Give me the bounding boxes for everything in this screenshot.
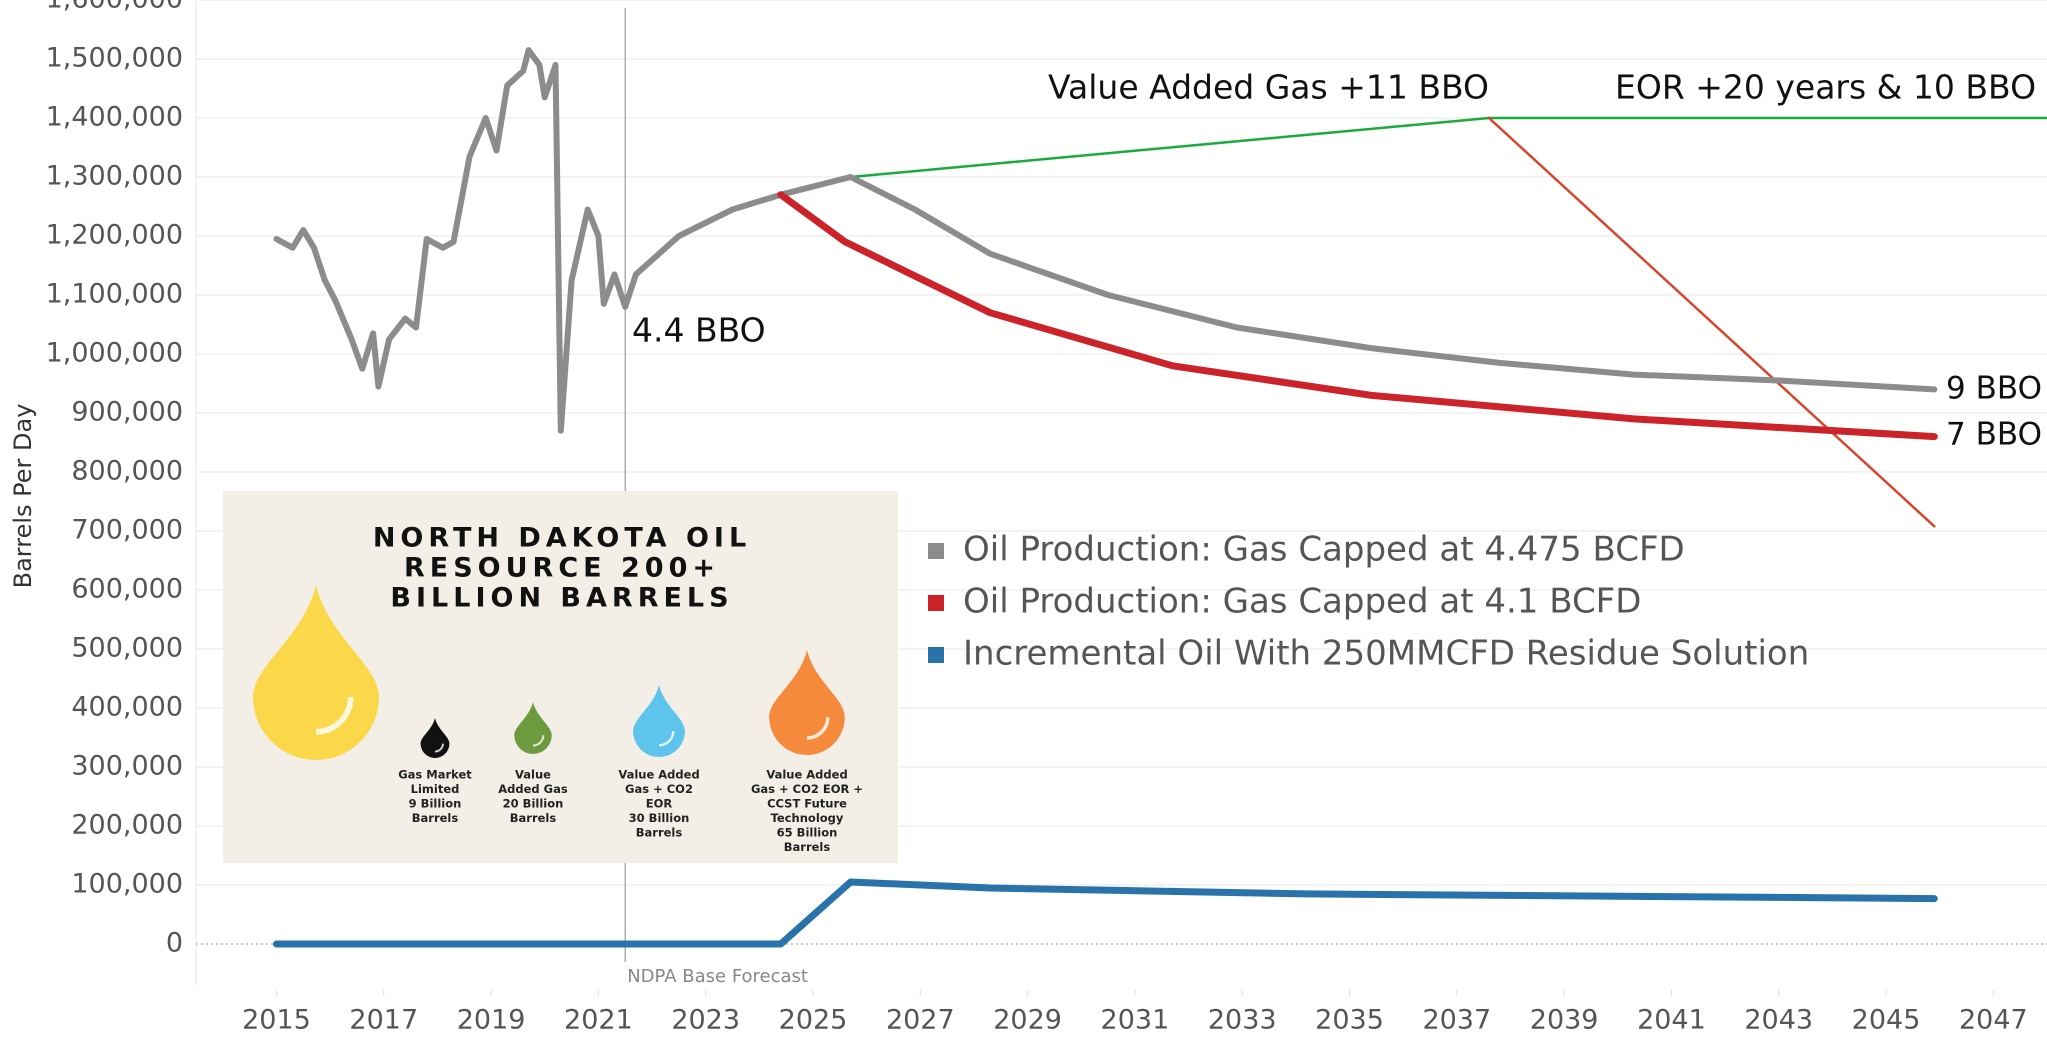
x-tick-label: 2025 bbox=[779, 1005, 848, 1036]
x-tick-label: 2043 bbox=[1744, 1005, 1813, 1036]
x-tick-label: 2035 bbox=[1315, 1005, 1384, 1036]
annotation: EOR +20 years & 10 BBO bbox=[1615, 68, 2036, 107]
drop-label: Value Added bbox=[766, 768, 847, 782]
y-tick-label: 1,100,000 bbox=[46, 279, 183, 310]
x-tick-label: 2031 bbox=[1101, 1005, 1170, 1036]
y-tick-label: 300,000 bbox=[71, 751, 183, 782]
legend-label: Oil Production: Gas Capped at 4.475 BCFD bbox=[963, 530, 1685, 570]
annotation: 4.4 BBO bbox=[632, 311, 766, 350]
y-tick-label: 800,000 bbox=[71, 456, 183, 487]
x-tick-label: 2019 bbox=[457, 1005, 526, 1036]
y-tick-label: 200,000 bbox=[71, 810, 183, 841]
inset-title: BILLION BARRELS bbox=[390, 583, 733, 614]
drop-label: EOR bbox=[646, 797, 673, 811]
y-tick-label: 700,000 bbox=[71, 515, 183, 546]
drop-label: Limited bbox=[411, 782, 460, 796]
x-tick-label: 2021 bbox=[564, 1005, 633, 1036]
x-tick-label: 2029 bbox=[993, 1005, 1062, 1036]
line-series bbox=[277, 882, 1935, 944]
drop-label: Gas + CO2 bbox=[625, 782, 693, 796]
drop-label: Gas Market bbox=[398, 768, 472, 782]
y-tick-label: 1,400,000 bbox=[46, 102, 183, 133]
chart: Barrels Per Day 0 100,000 200,000 300,000 40… bbox=[0, 0, 2047, 1037]
drop-label: Barrels bbox=[510, 811, 557, 825]
drop-label: 30 Billion bbox=[629, 811, 690, 825]
drop-label: Value bbox=[515, 768, 551, 782]
drop-label: Barrels bbox=[784, 840, 831, 854]
drop-label: Gas + CO2 EOR + bbox=[751, 782, 863, 796]
legend: Oil Production: Gas Capped at 4.475 BCFD… bbox=[928, 530, 1809, 674]
x-tick-label: 2027 bbox=[886, 1005, 955, 1036]
legend-swatch bbox=[928, 595, 944, 611]
y-tick-label: 1,200,000 bbox=[46, 220, 183, 251]
legend-swatch bbox=[928, 647, 944, 663]
x-tick-label: 2033 bbox=[1208, 1005, 1277, 1036]
y-tick-label: 500,000 bbox=[71, 633, 183, 664]
forecast-label: NDPA Base Forecast bbox=[627, 966, 808, 987]
x-tick-label: 2041 bbox=[1637, 1005, 1706, 1036]
drop-label: 20 Billion bbox=[503, 797, 564, 811]
y-tick-label: 600,000 bbox=[71, 574, 183, 605]
drop-label: 9 Billion bbox=[409, 797, 462, 811]
annotation: 7 BBO bbox=[1946, 417, 2042, 453]
drop-label: Technology bbox=[771, 811, 844, 825]
inset-title: RESOURCE 200+ bbox=[404, 553, 720, 584]
line-series bbox=[851, 118, 2047, 177]
x-tick-label: 2039 bbox=[1530, 1005, 1599, 1036]
x-tick-label: 2047 bbox=[1959, 1005, 2028, 1036]
y-tick-label: 1,600,000 bbox=[46, 0, 183, 15]
drop-label: CCST Future bbox=[767, 797, 847, 811]
drop-label: Barrels bbox=[636, 826, 683, 840]
drop-label: 65 Billion bbox=[777, 826, 838, 840]
y-tick-label: 0 bbox=[166, 928, 183, 959]
legend-label: Incremental Oil With 250MMCFD Residue So… bbox=[963, 634, 1809, 674]
x-tick-label: 2037 bbox=[1422, 1005, 1491, 1036]
y-axis-label: Barrels Per Day bbox=[9, 404, 37, 589]
drop-label: Barrels bbox=[412, 811, 459, 825]
line-series bbox=[1489, 118, 1934, 526]
drop-label: Value Added bbox=[618, 768, 699, 782]
line-series bbox=[277, 50, 1935, 431]
y-tick-label: 1,300,000 bbox=[46, 161, 183, 192]
y-tick-label: 400,000 bbox=[71, 692, 183, 723]
y-tick-label: 1,500,000 bbox=[46, 43, 183, 74]
x-tick-label: 2045 bbox=[1852, 1005, 1921, 1036]
x-tick-label: 2015 bbox=[242, 1005, 311, 1036]
inset-title: NORTH DAKOTA OIL bbox=[373, 523, 751, 554]
x-tick-label: 2017 bbox=[349, 1005, 418, 1036]
annotation: 9 BBO bbox=[1946, 371, 2042, 407]
legend-swatch bbox=[928, 543, 944, 559]
y-tick-label: 1,000,000 bbox=[46, 338, 183, 369]
y-tick-label: 900,000 bbox=[71, 397, 183, 428]
y-tick-label: 100,000 bbox=[71, 869, 183, 900]
annotation: Value Added Gas +11 BBO bbox=[1048, 68, 1489, 107]
drop-label: Added Gas bbox=[498, 782, 568, 796]
x-tick-label: 2023 bbox=[671, 1005, 740, 1036]
legend-label: Oil Production: Gas Capped at 4.1 BCFD bbox=[963, 582, 1641, 622]
